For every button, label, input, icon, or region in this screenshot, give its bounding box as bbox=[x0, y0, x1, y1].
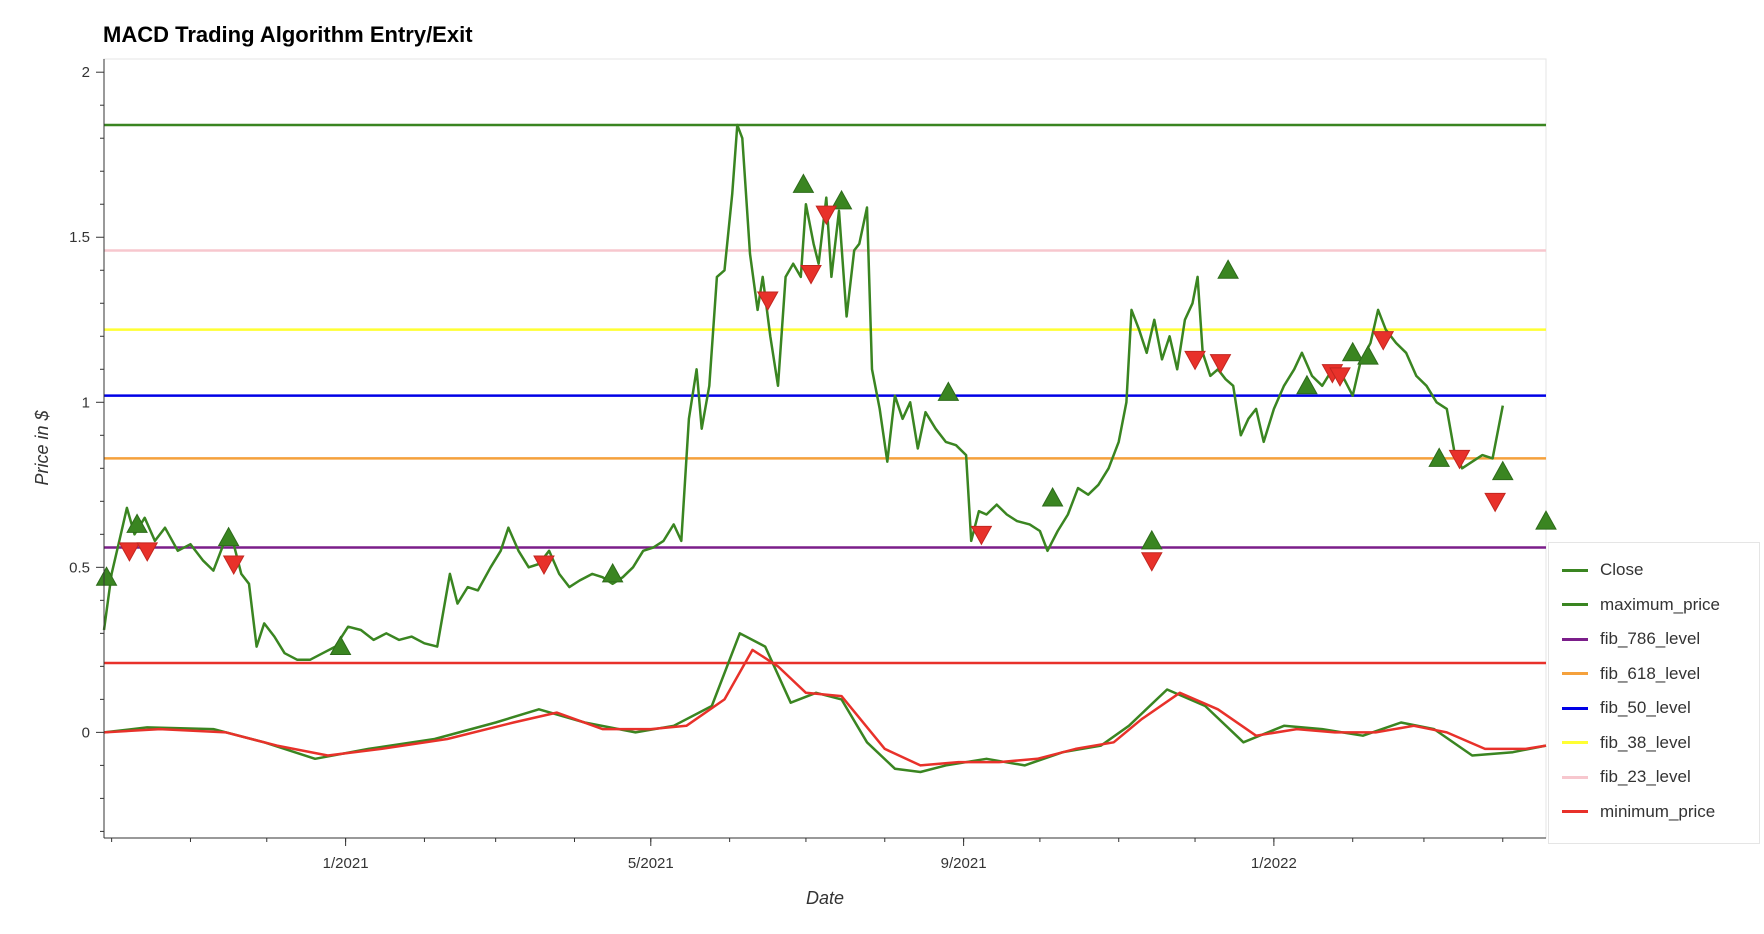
y-tick-label: 0 bbox=[82, 724, 90, 741]
trade-markers bbox=[95, 173, 1557, 656]
y-ticks: 0 0.5 1 1.5 2 bbox=[69, 64, 104, 832]
entry-marker bbox=[937, 381, 960, 401]
legend-swatch bbox=[1562, 637, 1588, 641]
entry-marker bbox=[792, 173, 815, 193]
entry-marker bbox=[1041, 486, 1064, 507]
entry-marker bbox=[830, 189, 853, 210]
legend-label: fib_23_level bbox=[1600, 767, 1691, 786]
legend-swatch bbox=[1562, 810, 1588, 813]
entry-marker bbox=[601, 562, 624, 583]
exit-marker bbox=[1140, 552, 1163, 572]
legend-swatch bbox=[1562, 568, 1588, 572]
entry-marker bbox=[95, 566, 118, 586]
entry-marker bbox=[126, 513, 148, 533]
legend-swatch bbox=[1562, 775, 1588, 779]
x-tick-label: 1/2022 bbox=[1251, 855, 1297, 872]
legend-label: fib_786_level bbox=[1600, 629, 1701, 648]
exit-marker bbox=[1184, 350, 1206, 371]
plot-area-border bbox=[103, 58, 1547, 839]
legend-item-fib_23_level: fib_23_level bbox=[1549, 762, 1691, 792]
legend-label: maximum_price bbox=[1600, 594, 1720, 614]
legend-item-fib_618_level: fib_618_level bbox=[1549, 659, 1700, 689]
y-tick-label: 1.5 bbox=[69, 229, 90, 246]
close-series bbox=[102, 123, 1505, 662]
legend-label: minimum_price bbox=[1600, 801, 1716, 821]
legend-item-fib_38_level: fib_38_level bbox=[1549, 728, 1691, 758]
legend-label: Close bbox=[1600, 560, 1644, 579]
entry-marker bbox=[1296, 374, 1318, 395]
y-axis-label: Price in $ bbox=[32, 410, 52, 486]
exit-marker bbox=[1209, 354, 1232, 374]
exit-marker bbox=[222, 555, 245, 576]
y-tick-label: 1 bbox=[82, 394, 90, 411]
entry-marker bbox=[329, 635, 352, 656]
level-lines bbox=[104, 123, 1546, 665]
legend-swatch bbox=[1562, 706, 1588, 710]
exit-marker bbox=[533, 555, 555, 576]
legend-label: fib_618_level bbox=[1600, 663, 1701, 683]
signal-line bbox=[103, 648, 1547, 767]
y-tick-label: 2 bbox=[82, 64, 90, 81]
legend-item-Close: Close bbox=[1549, 555, 1643, 585]
legend-swatch bbox=[1562, 603, 1588, 606]
exit-marker bbox=[118, 542, 141, 562]
legend-item-maximum_price: maximum_price bbox=[1549, 590, 1720, 620]
entry-marker bbox=[1535, 510, 1557, 530]
exit-marker bbox=[815, 205, 838, 226]
close-line bbox=[102, 123, 1505, 662]
legend-swatch bbox=[1562, 672, 1588, 675]
legend-label: fib_38_level bbox=[1600, 732, 1691, 752]
exit-marker bbox=[1448, 449, 1471, 470]
entry-marker bbox=[1140, 529, 1163, 550]
legend-label: fib_50_level bbox=[1600, 698, 1691, 717]
legend-swatch bbox=[1562, 741, 1588, 744]
entry-marker bbox=[1428, 447, 1451, 467]
exit-marker bbox=[756, 291, 779, 311]
x-tick-label: 1/2021 bbox=[323, 855, 369, 872]
axes bbox=[103, 59, 1546, 839]
x-axis-label: Date bbox=[806, 888, 844, 908]
legend-item-fib_50_level: fib_50_level bbox=[1549, 693, 1691, 723]
exit-marker bbox=[800, 265, 822, 285]
macd-series bbox=[103, 632, 1547, 774]
entry-marker bbox=[1357, 345, 1379, 365]
entry-marker bbox=[217, 526, 240, 547]
legend-item-fib_786_level: fib_786_level bbox=[1549, 624, 1700, 654]
legend: Close maximum_price fib_786_level fib_618_l… bbox=[1548, 542, 1760, 844]
exit-marker bbox=[1484, 492, 1506, 513]
entry-marker bbox=[1217, 259, 1239, 279]
exit-marker bbox=[136, 542, 159, 562]
exit-marker bbox=[1329, 367, 1351, 387]
y-tick-label: 0.5 bbox=[69, 559, 90, 576]
x-ticks: 1/2021 5/2021 9/2021 1/2022 bbox=[111, 838, 1504, 872]
x-tick-label: 9/2021 bbox=[941, 855, 987, 872]
legend-item-minimum_price: minimum_price bbox=[1549, 797, 1715, 827]
entry-marker bbox=[1341, 341, 1364, 362]
exit-marker bbox=[1372, 331, 1395, 351]
exit-marker bbox=[970, 525, 993, 546]
chart-title: MACD Trading Algorithm Entry/Exit bbox=[103, 22, 473, 47]
macd-line bbox=[103, 632, 1547, 774]
entry-marker bbox=[1491, 460, 1514, 481]
x-tick-label: 5/2021 bbox=[628, 855, 674, 872]
